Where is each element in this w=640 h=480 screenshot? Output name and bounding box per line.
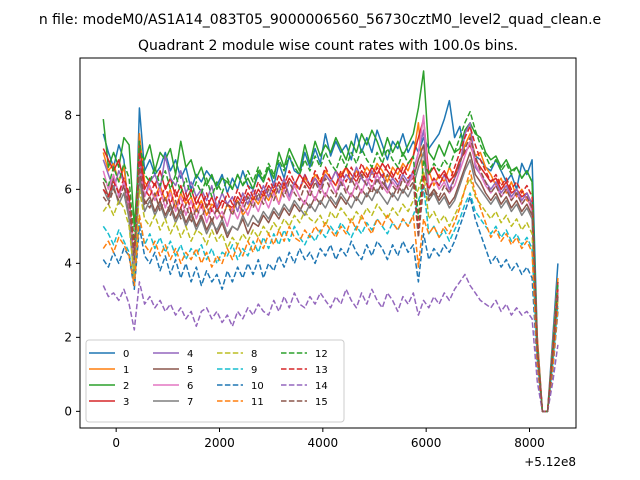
x-tick-label: 4000 [308, 436, 339, 450]
series-line-9 [102, 184, 559, 413]
series-line-2 [102, 70, 559, 413]
series-line-15 [102, 136, 559, 413]
x-tick-label: 6000 [411, 436, 442, 450]
x-axis-offset-label: +5.12e8 [524, 455, 576, 469]
y-tick-label: 0 [64, 404, 72, 418]
legend-label-10: 10 [251, 381, 264, 392]
y-axis: 0 2 4 6 8 [64, 108, 80, 418]
axes-frame [79, 57, 577, 429]
series-layer [102, 70, 559, 413]
plot-title: Quadrant 2 module wise count rates with … [138, 38, 518, 54]
legend-label-14: 14 [315, 381, 328, 392]
series-line-10 [102, 196, 559, 413]
y-tick-label: 8 [64, 108, 72, 122]
legend-label-6: 6 [187, 381, 193, 392]
series-line-13 [102, 125, 559, 413]
x-tick-label: 2000 [204, 436, 235, 450]
legend-label-4: 4 [187, 349, 193, 360]
series-line-14 [102, 273, 559, 413]
legend-label-9: 9 [251, 365, 257, 376]
legend-label-13: 13 [315, 365, 328, 376]
legend-label-3: 3 [123, 397, 129, 408]
legend-label-2: 2 [123, 381, 129, 392]
legend-label-12: 12 [315, 349, 328, 360]
legend-label-1: 1 [123, 365, 129, 376]
legend-label-15: 15 [315, 397, 328, 408]
legend-label-11: 11 [251, 397, 264, 408]
legend-label-0: 0 [123, 349, 129, 360]
series-line-12 [102, 110, 559, 413]
plot-area: 0 2000 4000 6000 8000 0 2 4 6 8 +5.12e8 [64, 57, 577, 469]
legend-frame [85, 339, 345, 423]
y-tick-label: 6 [64, 182, 72, 196]
y-tick-label: 2 [64, 330, 72, 344]
series-line-11 [102, 170, 559, 413]
x-axis: 0 2000 4000 6000 8000 [112, 428, 545, 450]
x-tick-label: 0 [112, 436, 120, 450]
legend-label-5: 5 [187, 365, 193, 376]
legend-label-7: 7 [187, 397, 193, 408]
x-tick-label: 8000 [514, 436, 545, 450]
y-tick-label: 4 [64, 256, 72, 270]
legend-label-8: 8 [251, 349, 257, 360]
figure-suptitle: n file: modeM0/AS1A14_083T05_9000006560_… [39, 12, 601, 28]
